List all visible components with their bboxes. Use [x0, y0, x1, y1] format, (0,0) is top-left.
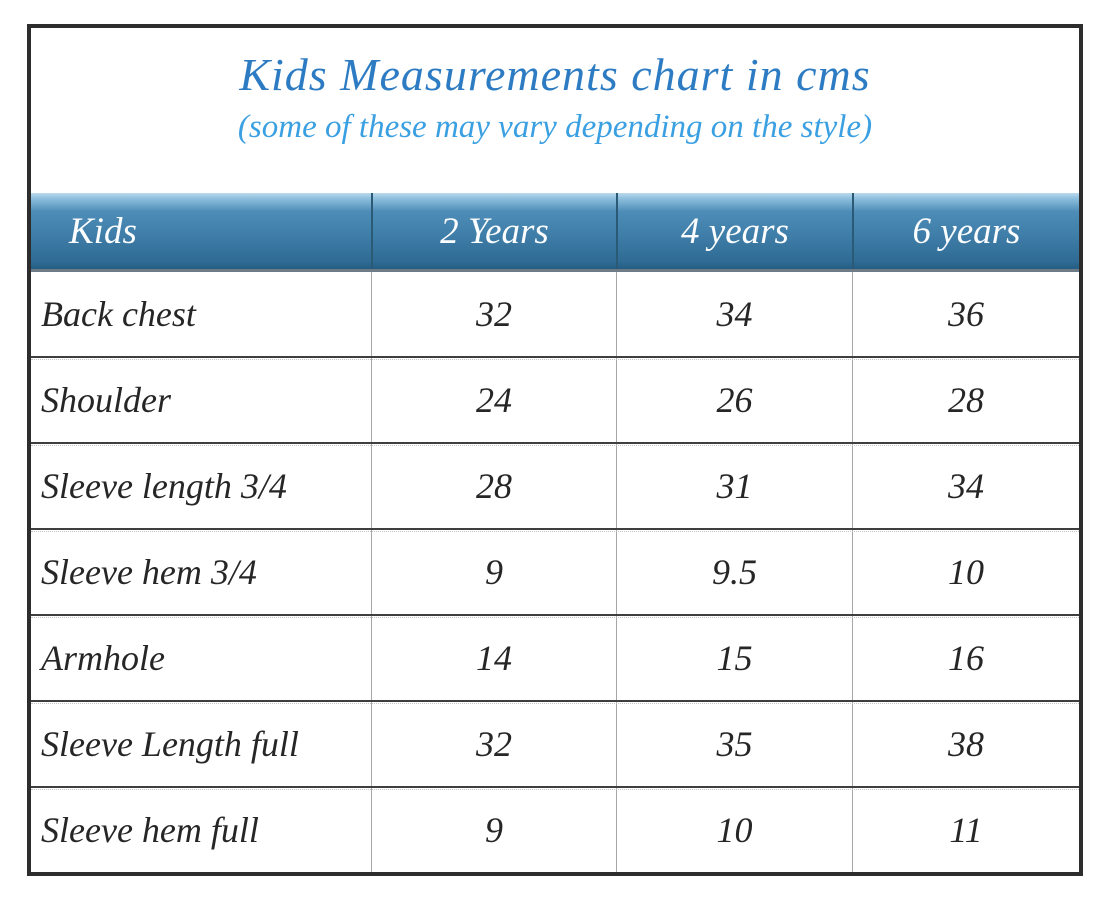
measurement-value: 11	[852, 788, 1079, 872]
row-label: Sleeve length 3/4	[41, 466, 287, 506]
measurement-value: 10	[852, 530, 1079, 614]
measurement-value: 28	[371, 444, 616, 528]
header-cell-6years: 6 years	[852, 193, 1079, 269]
measurement-value: 14	[371, 616, 616, 700]
table-row: Armhole 14 15 16	[31, 614, 1079, 700]
measurement-value: 38	[852, 702, 1079, 786]
table-body: Back chest 32 34 36 Shoulder 24 26 28 Sleeve len…	[31, 272, 1079, 872]
measurement-value: 15	[616, 616, 852, 700]
measurement-value: 10	[616, 788, 852, 872]
row-label: Sleeve hem full	[41, 810, 259, 850]
table-header-row: Kids 2 Years 4 years 6 years	[31, 193, 1079, 272]
measurement-value: 34	[852, 444, 1079, 528]
measurement-value: 9	[371, 788, 616, 872]
chart-frame: Kids Measurements chart in cms (some of …	[27, 24, 1083, 876]
row-label: Shoulder	[41, 380, 171, 420]
table-row: Sleeve Length full 32 35 38	[31, 700, 1079, 786]
measurement-value: 35	[616, 702, 852, 786]
table-row: Back chest 32 34 36	[31, 272, 1079, 356]
table-row: Sleeve length 3/4 28 31 34	[31, 442, 1079, 528]
title-block: Kids Measurements chart in cms (some of …	[31, 28, 1079, 193]
measurement-value: 28	[852, 358, 1079, 442]
measurement-value: 32	[371, 272, 616, 356]
table-row: Sleeve hem full 9 10 11	[31, 786, 1079, 872]
measurement-value: 9.5	[616, 530, 852, 614]
measurement-value: 36	[852, 272, 1079, 356]
measurement-value: 31	[616, 444, 852, 528]
measurement-value: 9	[371, 530, 616, 614]
table-row: Shoulder 24 26 28	[31, 356, 1079, 442]
measurement-value: 24	[371, 358, 616, 442]
measurement-value: 26	[616, 358, 852, 442]
measurement-value: 16	[852, 616, 1079, 700]
row-label: Sleeve hem 3/4	[41, 552, 257, 592]
measurement-value: 34	[616, 272, 852, 356]
chart-subtitle: (some of these may vary depending on the…	[237, 109, 873, 145]
table-row: Sleeve hem 3/4 9 9.5 10	[31, 528, 1079, 614]
measurement-value: 32	[371, 702, 616, 786]
row-label: Armhole	[41, 638, 165, 678]
header-cell-4years: 4 years	[616, 193, 852, 269]
header-cell-kids: Kids	[69, 210, 137, 252]
row-label: Sleeve Length full	[41, 724, 299, 764]
chart-title: Kids Measurements chart in cms	[239, 49, 871, 100]
header-cell-2years: 2 Years	[371, 193, 616, 269]
row-label: Back chest	[41, 294, 196, 334]
